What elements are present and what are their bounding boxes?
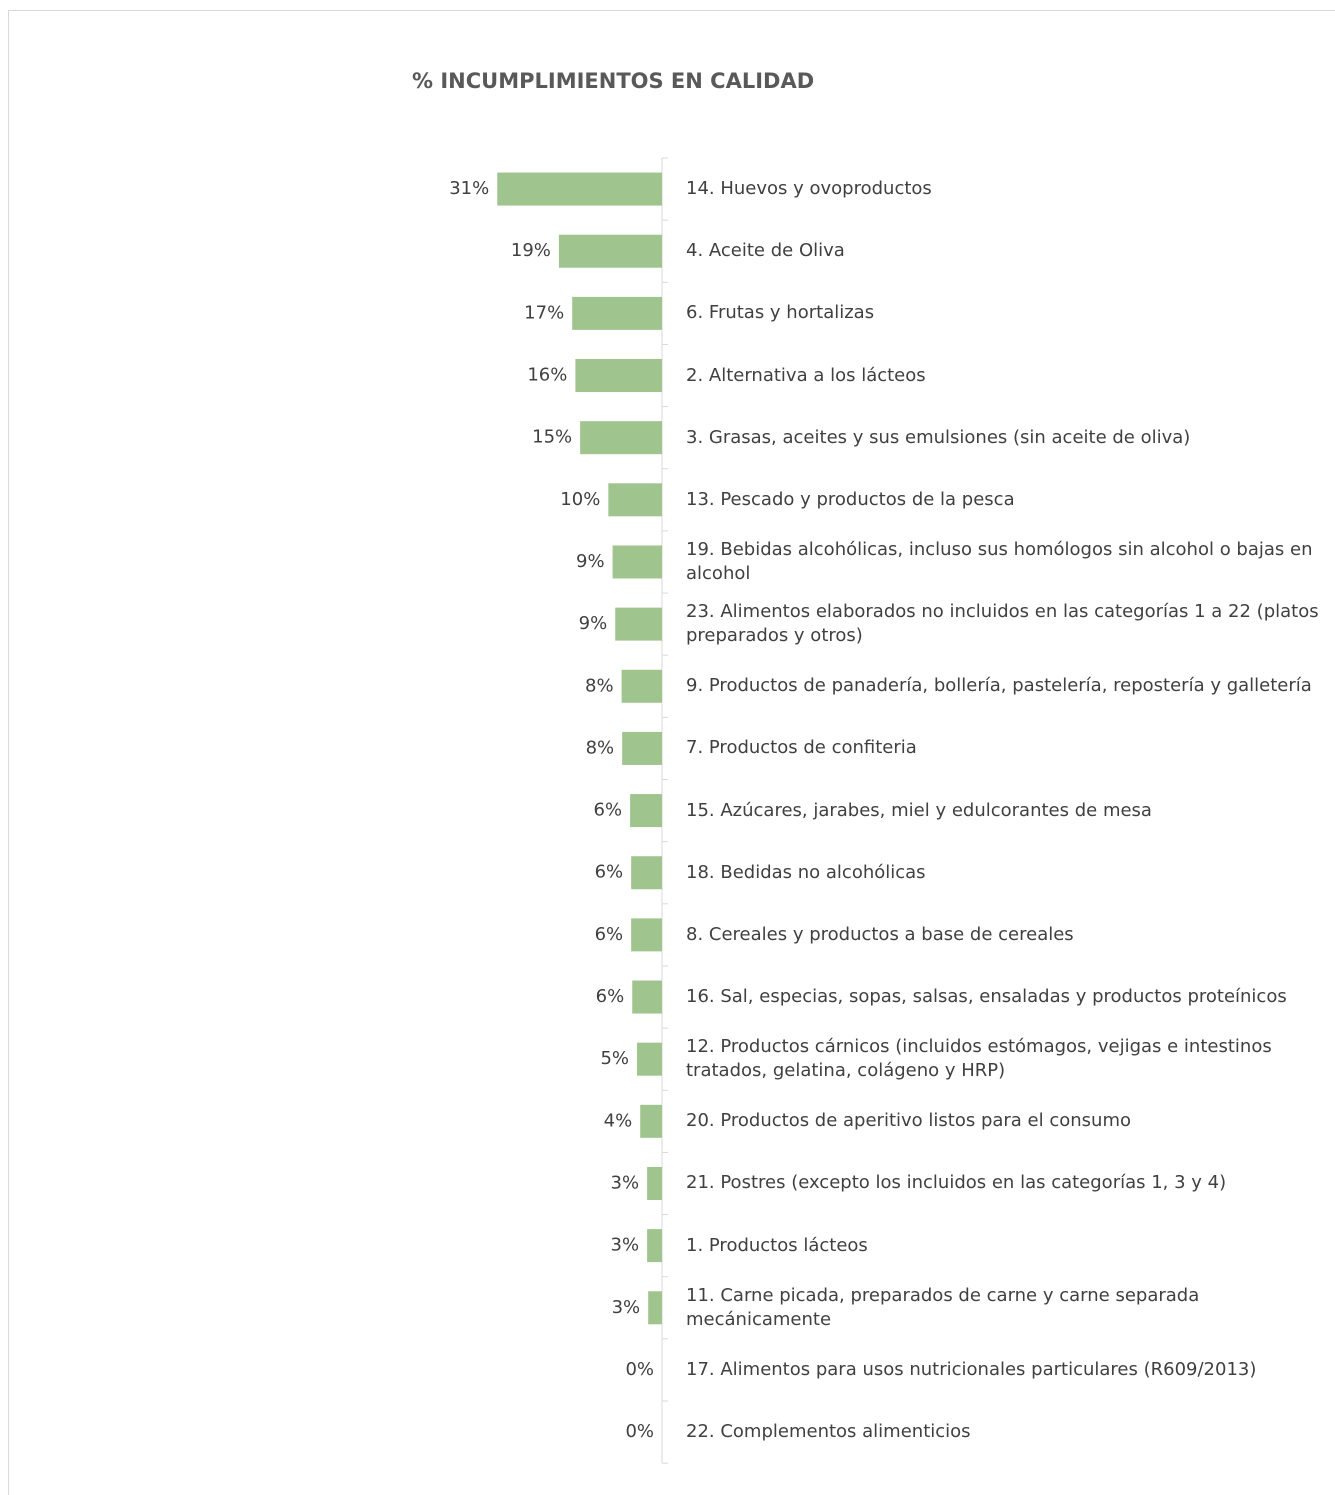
category-label: 9. Productos de panadería, bollería, pas… xyxy=(686,675,1312,697)
category-label: 15. Azúcares, jarabes, miel y edulcorant… xyxy=(686,799,1152,821)
value-label: 6% xyxy=(595,924,624,945)
value-label: 6% xyxy=(594,800,623,821)
value-label: 9% xyxy=(576,551,605,572)
bar xyxy=(580,421,662,455)
category-label: 22. Complementos alimenticios xyxy=(686,1421,971,1443)
value-label: 17% xyxy=(524,302,564,323)
bar xyxy=(647,1166,662,1200)
value-label: 3% xyxy=(611,1172,640,1193)
value-label: 6% xyxy=(595,862,624,883)
bar xyxy=(615,607,662,641)
value-label: 31% xyxy=(449,178,489,199)
category-label: 14. Huevos y ovoproductos xyxy=(686,178,932,200)
value-label: 16% xyxy=(527,365,567,386)
category-label: 7. Productos de confiteria xyxy=(686,737,917,759)
value-label: 0% xyxy=(625,1359,654,1380)
value-label: 9% xyxy=(579,613,608,634)
chart-frame xyxy=(8,10,1335,1495)
category-label: 12. Productos cárnicos (incluidos estóma… xyxy=(686,1036,1272,1082)
value-label: 3% xyxy=(611,1235,640,1256)
bar xyxy=(622,731,662,765)
category-label: 3. Grasas, aceites y sus emulsiones (sin… xyxy=(686,426,1191,448)
category-label: 4. Aceite de Oliva xyxy=(686,240,845,262)
category-label: 8. Cereales y productos a base de cereal… xyxy=(686,923,1074,945)
category-label: 17. Alimentos para usos nutricionales pa… xyxy=(686,1358,1257,1380)
category-label: 19. Bebidas alcohólicas, incluso sus hom… xyxy=(686,538,1313,584)
value-label: 15% xyxy=(532,427,572,448)
bar xyxy=(640,1104,662,1138)
value-label: 4% xyxy=(604,1110,633,1131)
category-label: 20. Productos de aperitivo listos para e… xyxy=(686,1110,1132,1132)
bar xyxy=(637,1042,662,1076)
category-label: 2. Alternativa a los lácteos xyxy=(686,364,926,386)
bar xyxy=(612,545,662,579)
bar xyxy=(631,918,662,952)
category-label: 1. Productos lácteos xyxy=(686,1234,868,1256)
bar xyxy=(631,856,662,890)
value-label: 0% xyxy=(625,1421,654,1442)
bar xyxy=(497,172,662,206)
category-label: 18. Bedidas no alcohólicas xyxy=(686,861,926,883)
bar xyxy=(558,234,662,268)
value-label: 10% xyxy=(560,489,600,510)
value-label: 19% xyxy=(511,240,551,261)
value-label: 3% xyxy=(612,1297,641,1318)
bar xyxy=(648,1291,662,1325)
bar xyxy=(608,483,662,517)
category-label: 21. Postres (excepto los incluidos en la… xyxy=(686,1172,1227,1194)
chart-title: % INCUMPLIMIENTOS EN CALIDAD xyxy=(412,69,814,93)
category-label: 13. Pescado y productos de la pesca xyxy=(686,488,1015,510)
bar xyxy=(621,669,662,703)
value-label: 6% xyxy=(596,986,625,1007)
bar xyxy=(572,296,662,330)
category-label: 6. Frutas y hortalizas xyxy=(686,302,875,324)
category-label: 23. Alimentos elaborados no incluidos en… xyxy=(686,601,1319,647)
bar xyxy=(575,359,662,393)
value-label: 5% xyxy=(600,1048,629,1069)
category-label: 11. Carne picada, preparados de carne y … xyxy=(686,1284,1200,1330)
bar xyxy=(632,980,662,1014)
value-label: 8% xyxy=(586,737,615,758)
bar xyxy=(647,1229,662,1263)
value-label: 8% xyxy=(585,675,614,696)
bar xyxy=(630,794,662,828)
category-label: 16. Sal, especias, sopas, salsas, ensala… xyxy=(686,986,1287,1008)
